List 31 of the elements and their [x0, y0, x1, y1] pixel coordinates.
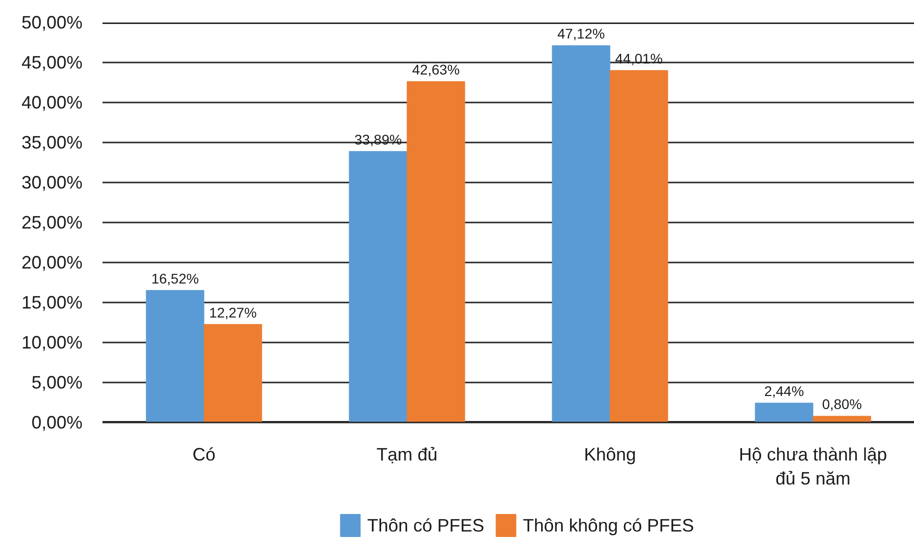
x-tick-label: Không [584, 444, 636, 464]
bar [146, 290, 204, 422]
data-label: 2,44% [764, 382, 804, 399]
data-label: 47,12% [557, 26, 605, 42]
bar [552, 45, 610, 422]
y-tick-label: 50,00% [21, 12, 83, 32]
bar [754, 402, 814, 422]
y-tick-label: 25,00% [21, 212, 83, 232]
y-tick-label: 0,00% [31, 412, 83, 432]
x-tick-label: Hộ chưa thành lập đủ 5 năm [738, 444, 888, 488]
x-tick-label: Có [192, 444, 216, 464]
y-tick-label: 45,00% [21, 52, 83, 72]
y-tick-label: 15,00% [21, 292, 83, 312]
y-tick-label: 40,00% [21, 92, 83, 112]
data-label: 16,52% [151, 270, 199, 286]
bar [812, 416, 872, 422]
y-tick-label: 20,00% [21, 252, 83, 272]
bar [204, 324, 262, 422]
y-tick-label: 10,00% [21, 332, 83, 352]
data-label: 12,27% [209, 304, 257, 320]
y-tick-label: 35,00% [21, 132, 83, 152]
bar [406, 81, 466, 422]
legend-label: Thôn không có PFES [522, 516, 694, 536]
y-tick-label: 5,00% [31, 372, 83, 392]
bar [610, 70, 668, 422]
x-tick-label: Tạm đủ [376, 444, 438, 464]
legend-label: Thôn có PFES [367, 516, 484, 536]
data-label: 0,80% [822, 396, 862, 412]
data-label: 42,63% [412, 61, 460, 78]
y-tick-label: 30,00% [21, 172, 83, 192]
bar [348, 151, 408, 422]
